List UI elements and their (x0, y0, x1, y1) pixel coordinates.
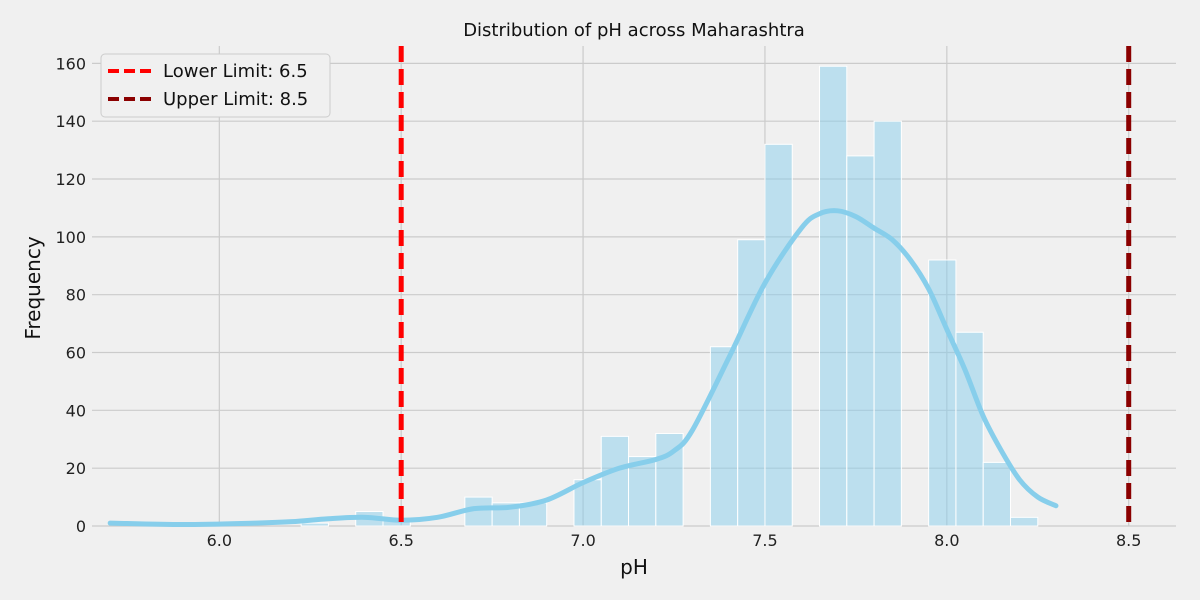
y-tick-label: 80 (66, 286, 86, 305)
legend: Lower Limit: 6.5 Upper Limit: 8.5 (100, 53, 331, 118)
x-tick-label: 7.5 (752, 531, 777, 550)
x-tick-label: 6.5 (388, 531, 413, 550)
y-tick-labels: 0 20 40 60 80 100 120 140 160 (55, 54, 86, 536)
kde-curve (107, 208, 1059, 528)
chart-title: Distribution of pH across Maharashtra (463, 20, 805, 41)
y-tick-label: 40 (66, 401, 86, 420)
y-tick-label: 160 (55, 54, 86, 73)
x-axis-label: pH (620, 555, 648, 579)
limit-lines (398, 46, 1132, 526)
histogram-bar (873, 120, 902, 527)
histogram-bar (982, 461, 1011, 527)
histogram-bar (628, 456, 657, 527)
histogram-bar (819, 65, 848, 527)
y-tick-label: 140 (55, 112, 86, 131)
x-tick-label: 8.5 (1116, 531, 1141, 550)
y-axis-label: Frequency (21, 236, 45, 339)
y-tick-label: 120 (55, 170, 86, 189)
y-tick-label: 20 (66, 459, 86, 478)
histogram-bar (600, 435, 630, 527)
histogram-bar (1009, 516, 1039, 527)
histogram-bar (709, 346, 739, 527)
y-tick-label: 0 (76, 517, 86, 536)
x-tick-labels: 6.0 6.5 7.0 7.5 8.0 8.5 (207, 531, 1142, 550)
histogram-bar (300, 522, 329, 527)
histogram-bar (737, 239, 766, 527)
plot-background (92, 46, 1176, 526)
x-tick-label: 7.0 (570, 531, 595, 550)
y-tick-label: 60 (66, 344, 86, 363)
histogram-bars (300, 65, 1039, 527)
histogram-bar (846, 155, 875, 527)
x-tick-label: 8.0 (934, 531, 959, 550)
legend-box (100, 53, 331, 118)
legend-label-upper-limit: Upper Limit: 8.5 (163, 89, 308, 110)
y-tick-label: 100 (55, 228, 86, 247)
kde-curve-group (107, 208, 1059, 528)
x-tick-label: 6.0 (207, 531, 232, 550)
histogram-bar (764, 143, 793, 527)
legend-label-lower-limit: Lower Limit: 6.5 (163, 61, 308, 82)
